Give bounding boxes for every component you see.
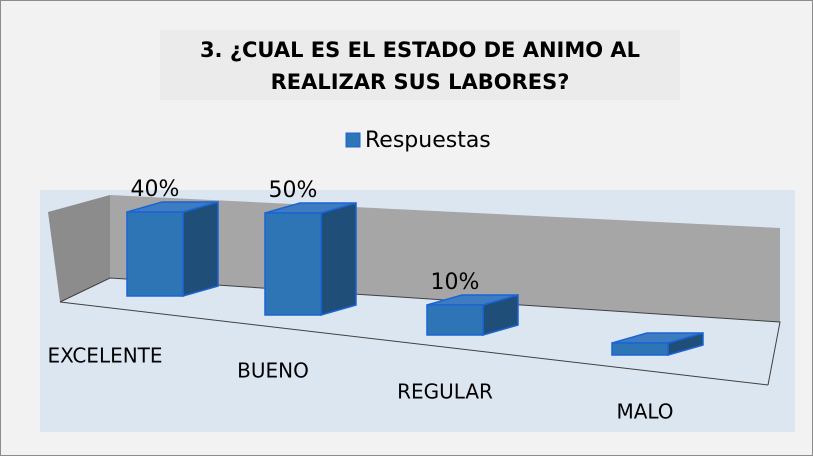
legend-label: Respuestas (365, 128, 491, 153)
bar-side (182, 201, 219, 297)
side-wall (48, 195, 110, 302)
bar-front (126, 211, 184, 297)
bar-side (320, 202, 357, 316)
data-label: 10% (431, 270, 480, 295)
bar (264, 202, 357, 316)
x-tick-label: EXCELENTE (47, 344, 162, 368)
bar-front (426, 304, 484, 336)
chart-title: 3. ¿CUAL ES EL ESTADO DE ANIMO AL REALIZ… (160, 30, 680, 100)
data-label: 40% (131, 177, 180, 202)
bar (611, 332, 704, 356)
bar-front (611, 342, 669, 356)
bar (126, 201, 219, 297)
x-tick-label: REGULAR (397, 380, 493, 404)
floor-front-edge (59, 301, 769, 386)
x-tick-label: MALO (616, 400, 673, 424)
bar-front (264, 212, 322, 316)
x-tick-label: BUENO (237, 359, 309, 383)
bar (426, 294, 519, 336)
legend-swatch (345, 132, 361, 148)
data-label: 50% (269, 178, 318, 203)
